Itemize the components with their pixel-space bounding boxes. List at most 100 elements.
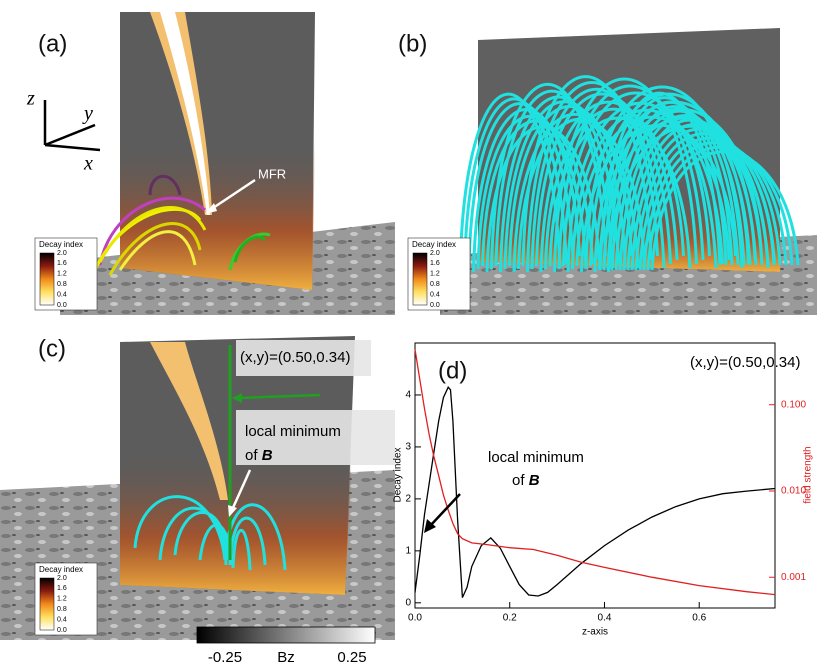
- field-line: [535, 92, 672, 267]
- annotation-part: B: [262, 447, 273, 464]
- axis-x: x: [83, 153, 93, 175]
- y-tick-label: 4: [405, 390, 411, 401]
- x-axis-label: z-axis: [582, 627, 608, 638]
- colorbar-tick: 0.8: [57, 606, 67, 613]
- panel-c: (x,y)=(0.50,0.34) local minimum of B (c): [0, 335, 395, 640]
- field-lines: [458, 75, 800, 273]
- field-line: [642, 141, 788, 271]
- colorbar-title: Bz: [277, 649, 295, 666]
- colorbar-tick: 1.6: [57, 585, 67, 592]
- colorbar-tick: 0.8: [57, 281, 67, 288]
- field-line: [618, 114, 752, 271]
- colorbar-title: Decay index: [412, 240, 456, 249]
- y2-axis-label: field strength: [803, 446, 814, 503]
- data-line: [414, 349, 776, 596]
- colorbar-tick: 1.2: [430, 271, 440, 278]
- field-line: [622, 118, 758, 271]
- field-line: [650, 150, 800, 271]
- axis-z: z: [26, 88, 35, 110]
- panel-b: (b): [398, 28, 817, 315]
- arrowhead: [424, 519, 436, 533]
- y2-tick-label: 0.010: [781, 486, 806, 497]
- colorbar: [39, 252, 55, 306]
- plot-frame: [414, 342, 776, 609]
- y-tick-label: 2: [405, 494, 411, 505]
- colorbar-tick: 0.0: [57, 627, 67, 634]
- field-line: [614, 109, 746, 271]
- colorbar-tick: 2.0: [430, 250, 440, 257]
- field-line: [634, 132, 776, 271]
- plume: [150, 12, 212, 215]
- field-line: [626, 123, 764, 271]
- colorbar-tick: 1.6: [430, 260, 440, 267]
- colorbar-tick: 2.0: [57, 575, 67, 582]
- colorbar-tick: 0.4: [57, 616, 67, 623]
- panel-a: MFR z y x (a): [26, 12, 395, 315]
- colorbar-tick: 0.4: [430, 291, 440, 298]
- colorbar: [412, 252, 428, 306]
- colorbar-tick: 1.6: [57, 260, 67, 267]
- arrowhead: [205, 203, 217, 214]
- green-arrow: [237, 393, 321, 400]
- field-line: [598, 91, 722, 271]
- panel-label: (c): [38, 335, 66, 362]
- annotation: of B: [245, 447, 273, 464]
- label-box: [236, 410, 395, 465]
- annotation-arrow: [429, 493, 461, 527]
- field-line: [606, 100, 734, 271]
- y2-tick-label: 0.001: [781, 572, 806, 583]
- y-axis-label: Decay index: [393, 447, 404, 502]
- colorbar-tick: 1.2: [57, 271, 67, 278]
- annotation-part: of: [245, 447, 258, 464]
- axis-y: y: [82, 103, 93, 125]
- colorbar-tick: 0.0: [57, 302, 67, 309]
- label-box: [236, 340, 371, 376]
- x-tick-label: 0.6: [692, 613, 706, 624]
- x-tick-label: 0.4: [598, 613, 612, 624]
- colorbar-max: 0.25: [337, 649, 366, 666]
- colorbar: [39, 577, 55, 631]
- field-line: [553, 77, 698, 273]
- colorbar: [196, 626, 376, 644]
- x-tick-label: 0.2: [503, 613, 517, 624]
- field-line: [467, 102, 575, 267]
- field-line: [638, 136, 782, 271]
- annotation: (x,y)=(0.50,0.34): [240, 349, 350, 366]
- panel-label: (a): [38, 30, 67, 57]
- colorbar-tick: 0.0: [430, 302, 440, 309]
- annotation: local minimum: [245, 423, 341, 440]
- annotation-part: B: [529, 472, 540, 489]
- colorbar-title: Decay index: [39, 565, 83, 574]
- field-line: [610, 105, 740, 271]
- y-tick-label: 3: [405, 442, 411, 453]
- mfr-arrow: [209, 178, 256, 212]
- axes-icon: [43, 100, 101, 152]
- field-line: [463, 97, 568, 270]
- arrowhead: [232, 393, 242, 403]
- field-line: [646, 145, 794, 271]
- field-line: [562, 91, 711, 267]
- plume-core: [160, 12, 210, 215]
- annotation: (x,y)=(0.50,0.34): [690, 354, 800, 371]
- annotation-part: of: [512, 472, 525, 489]
- data-line: [414, 386, 776, 598]
- decay-glow: [120, 450, 352, 595]
- field-line: [602, 96, 728, 271]
- colorbar-tick: 0.8: [430, 281, 440, 288]
- colorbar-tick: 2.0: [57, 250, 67, 257]
- colorbar-title: Decay index: [39, 240, 83, 249]
- plume: [150, 342, 228, 500]
- mfr-lines: [93, 174, 271, 276]
- colorbar-tick: 0.4: [57, 291, 67, 298]
- annotation: local minimum: [488, 449, 584, 466]
- field-line: [630, 127, 770, 271]
- y2-tick-label: 0.100: [781, 399, 806, 410]
- field-line: [557, 84, 705, 270]
- arrowhead: [228, 505, 237, 517]
- field-line: [494, 89, 614, 269]
- y-tick-label: 0: [405, 597, 411, 608]
- annotation: of B: [512, 472, 540, 489]
